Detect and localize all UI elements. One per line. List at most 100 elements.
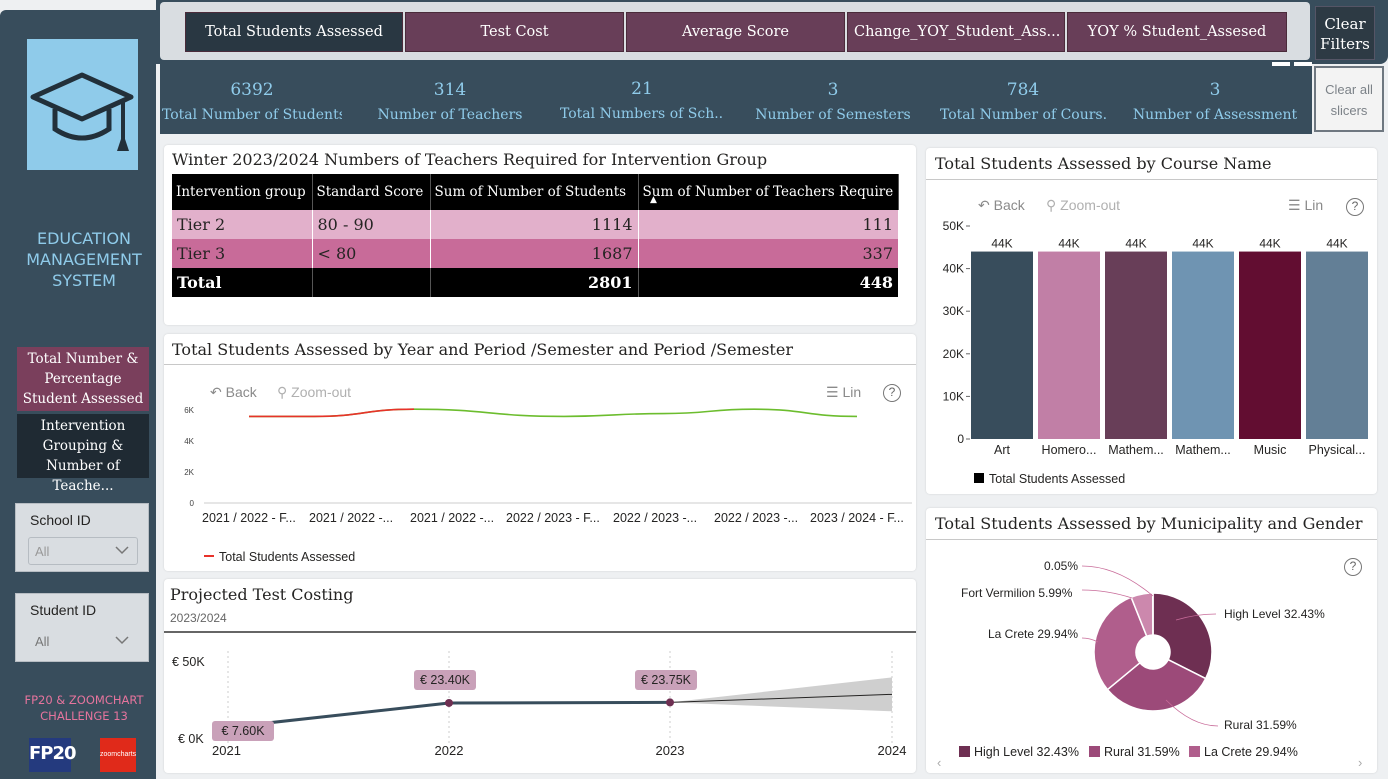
nav-intervention-grouping[interactable]: Intervention Grouping & Number of Teache… [17,414,149,494]
zoom-out-button[interactable]: ⚲ Zoom-out [1046,197,1120,214]
legend-label: Rural 31.59% [1104,745,1180,759]
dropdown-value: All [35,634,50,649]
x-tick-label: 2023 [656,743,685,758]
x-tick-label: Mathem... [1108,443,1164,457]
divider [926,539,1377,540]
students-by-period-card: Total Students Assessed by Year and Peri… [164,334,916,571]
card-title: Total Students Assessed by Year and Peri… [172,340,793,359]
cell: Tier 3 [172,239,313,268]
back-arrow-icon: ↶ [210,384,226,400]
kpi-schools: 21 Total Numbers of Sch... [560,64,724,122]
measure-button-average-score[interactable]: Average Score [626,12,845,52]
nav-total-students-assessed[interactable]: Total Number & Percentage Student Assess… [17,347,149,411]
clear-filters-button[interactable]: Clear Filters [1315,6,1375,60]
legend-swatch [1089,746,1100,757]
data-label: 44K [1192,237,1213,251]
divider [1272,62,1290,66]
measure-button-test-cost[interactable]: Test Cost [405,12,624,52]
cell: 111 [638,210,899,239]
column-header[interactable]: Standard Score [312,174,431,210]
measure-button-yoy-percent[interactable]: YOY % Student_Assesed [1067,12,1287,52]
data-label: 44K [991,237,1012,251]
data-label-box [635,670,697,690]
back-button[interactable]: ↶ Back [978,197,1025,214]
x-tick-label: 2021 / 2022 -... [309,511,393,525]
lin-label: Lin [1304,197,1324,213]
fp20-logo: FP20 [29,738,77,772]
header-label: Sum of Number of Teachers Require [642,184,894,200]
y-tick-label: 10K [943,389,964,403]
students-by-course-chart: 0 10K 20K 30K 40K 50K 44K Art 44K Homero... 44K Mat… [943,219,1368,486]
y-tick-label: 0 [957,432,964,446]
kpi-value: 21 [631,79,653,99]
table-row[interactable]: Tier 2 80 - 90 1114 111 [172,210,899,239]
bar-5 [1306,251,1368,439]
school-id-dropdown[interactable]: All [28,537,138,565]
nav-label: Number of Teache... [46,458,120,494]
kpi-courses: 784 Total Number of Cours... [940,64,1106,123]
lin-toggle-button[interactable]: ☰ Lin [826,384,861,401]
app-title-line: MANAGEMENT [26,250,142,269]
chevron-down-icon [115,633,129,648]
help-icon[interactable]: ? [1346,198,1364,216]
card-subtitle: 2023/2024 [170,611,227,625]
legend-label: High Level 32.43% [974,745,1079,759]
y-tick-label: 20K [943,347,964,361]
card-title: Winter 2023/2024 Numbers of Teachers Req… [172,150,768,169]
nav-label: Grouping & [42,438,124,454]
teachers-required-matrix-card: Winter 2023/2024 Numbers of Teachers Req… [164,145,916,325]
column-header-sorted[interactable]: Sum of Number of Teachers Require ▲ [638,174,899,210]
x-tick-label: Mathem... [1175,443,1231,457]
callout-line [1081,589,1133,599]
y-tick-label: € 50K [172,655,205,669]
divider [164,364,916,365]
zoom-out-button[interactable]: ⚲ Zoom-out [277,384,351,401]
kpi-semesters: 3 Number of Semesters [752,64,914,123]
help-icon[interactable]: ? [1344,558,1362,576]
cell: 337 [638,239,899,268]
nav-label: Percentage [44,371,122,387]
callout-line [1081,565,1154,597]
y-tick-label: € 0K [178,732,204,746]
legend-label: Total Students Assessed [989,472,1125,486]
kpi-label: Number of Teachers [377,107,523,123]
measure-button-change-yoy[interactable]: Change_YOY_Student_Ass... [847,12,1065,52]
x-tick-label: Art [994,443,1011,457]
student-id-dropdown[interactable]: All [28,627,138,655]
x-tick-label: 2021 / 2022 -... [410,511,494,525]
column-header[interactable]: Intervention group [172,174,313,210]
kpi-label: Number of Semesters [755,107,911,123]
legend-next-arrow: › [1358,755,1362,770]
data-point [445,698,453,707]
lin-toggle-button[interactable]: ☰ Lin [1288,197,1323,214]
legend-swatch [1189,746,1200,757]
back-label: Back [993,197,1025,213]
slice-2 [1093,596,1148,691]
cell: 1114 [430,210,639,239]
bar-0 [971,251,1033,439]
y-tick-label: 2K [184,468,194,477]
students-by-course-card: Total Students Assessed by Course Name ↶… [926,148,1377,494]
zoom-out-icon: ⚲ [1046,197,1061,213]
callout-label: Rural 31.59% [1224,718,1297,732]
kpi-value: 784 [1006,80,1040,100]
data-label: € 23.40K [420,673,471,687]
challenge-label: FP20 & ZOOMCHART CHALLENGE 13 [18,692,150,724]
kpi-total-students: 6392 Total Number of Students [162,64,342,123]
data-label: 44K [1125,237,1146,251]
legend-label: La Crete 29.94% [1204,745,1298,759]
clear-slicers-button[interactable]: Clear all slicers [1314,66,1384,132]
cell: Tier 2 [172,210,313,239]
y-tick-label: 40K [943,262,964,276]
app-title: EDUCATION MANAGEMENT SYSTEM [10,228,158,291]
help-icon[interactable]: ? [883,384,901,402]
back-button[interactable]: ↶ Back [210,384,257,401]
y-tick-label: 0 [190,499,195,508]
kpi-label: Total Numbers of Sch... [560,106,724,122]
cell: Total [172,268,313,297]
table-row[interactable]: Tier 3 < 80 1687 337 [172,239,899,268]
callout-label: 0.05% [1044,559,1078,573]
measure-button-total-students[interactable]: Total Students Assessed [185,12,403,52]
column-header[interactable]: Sum of Number of Students [430,174,639,210]
school-id-slicer: School ID All [15,503,149,572]
